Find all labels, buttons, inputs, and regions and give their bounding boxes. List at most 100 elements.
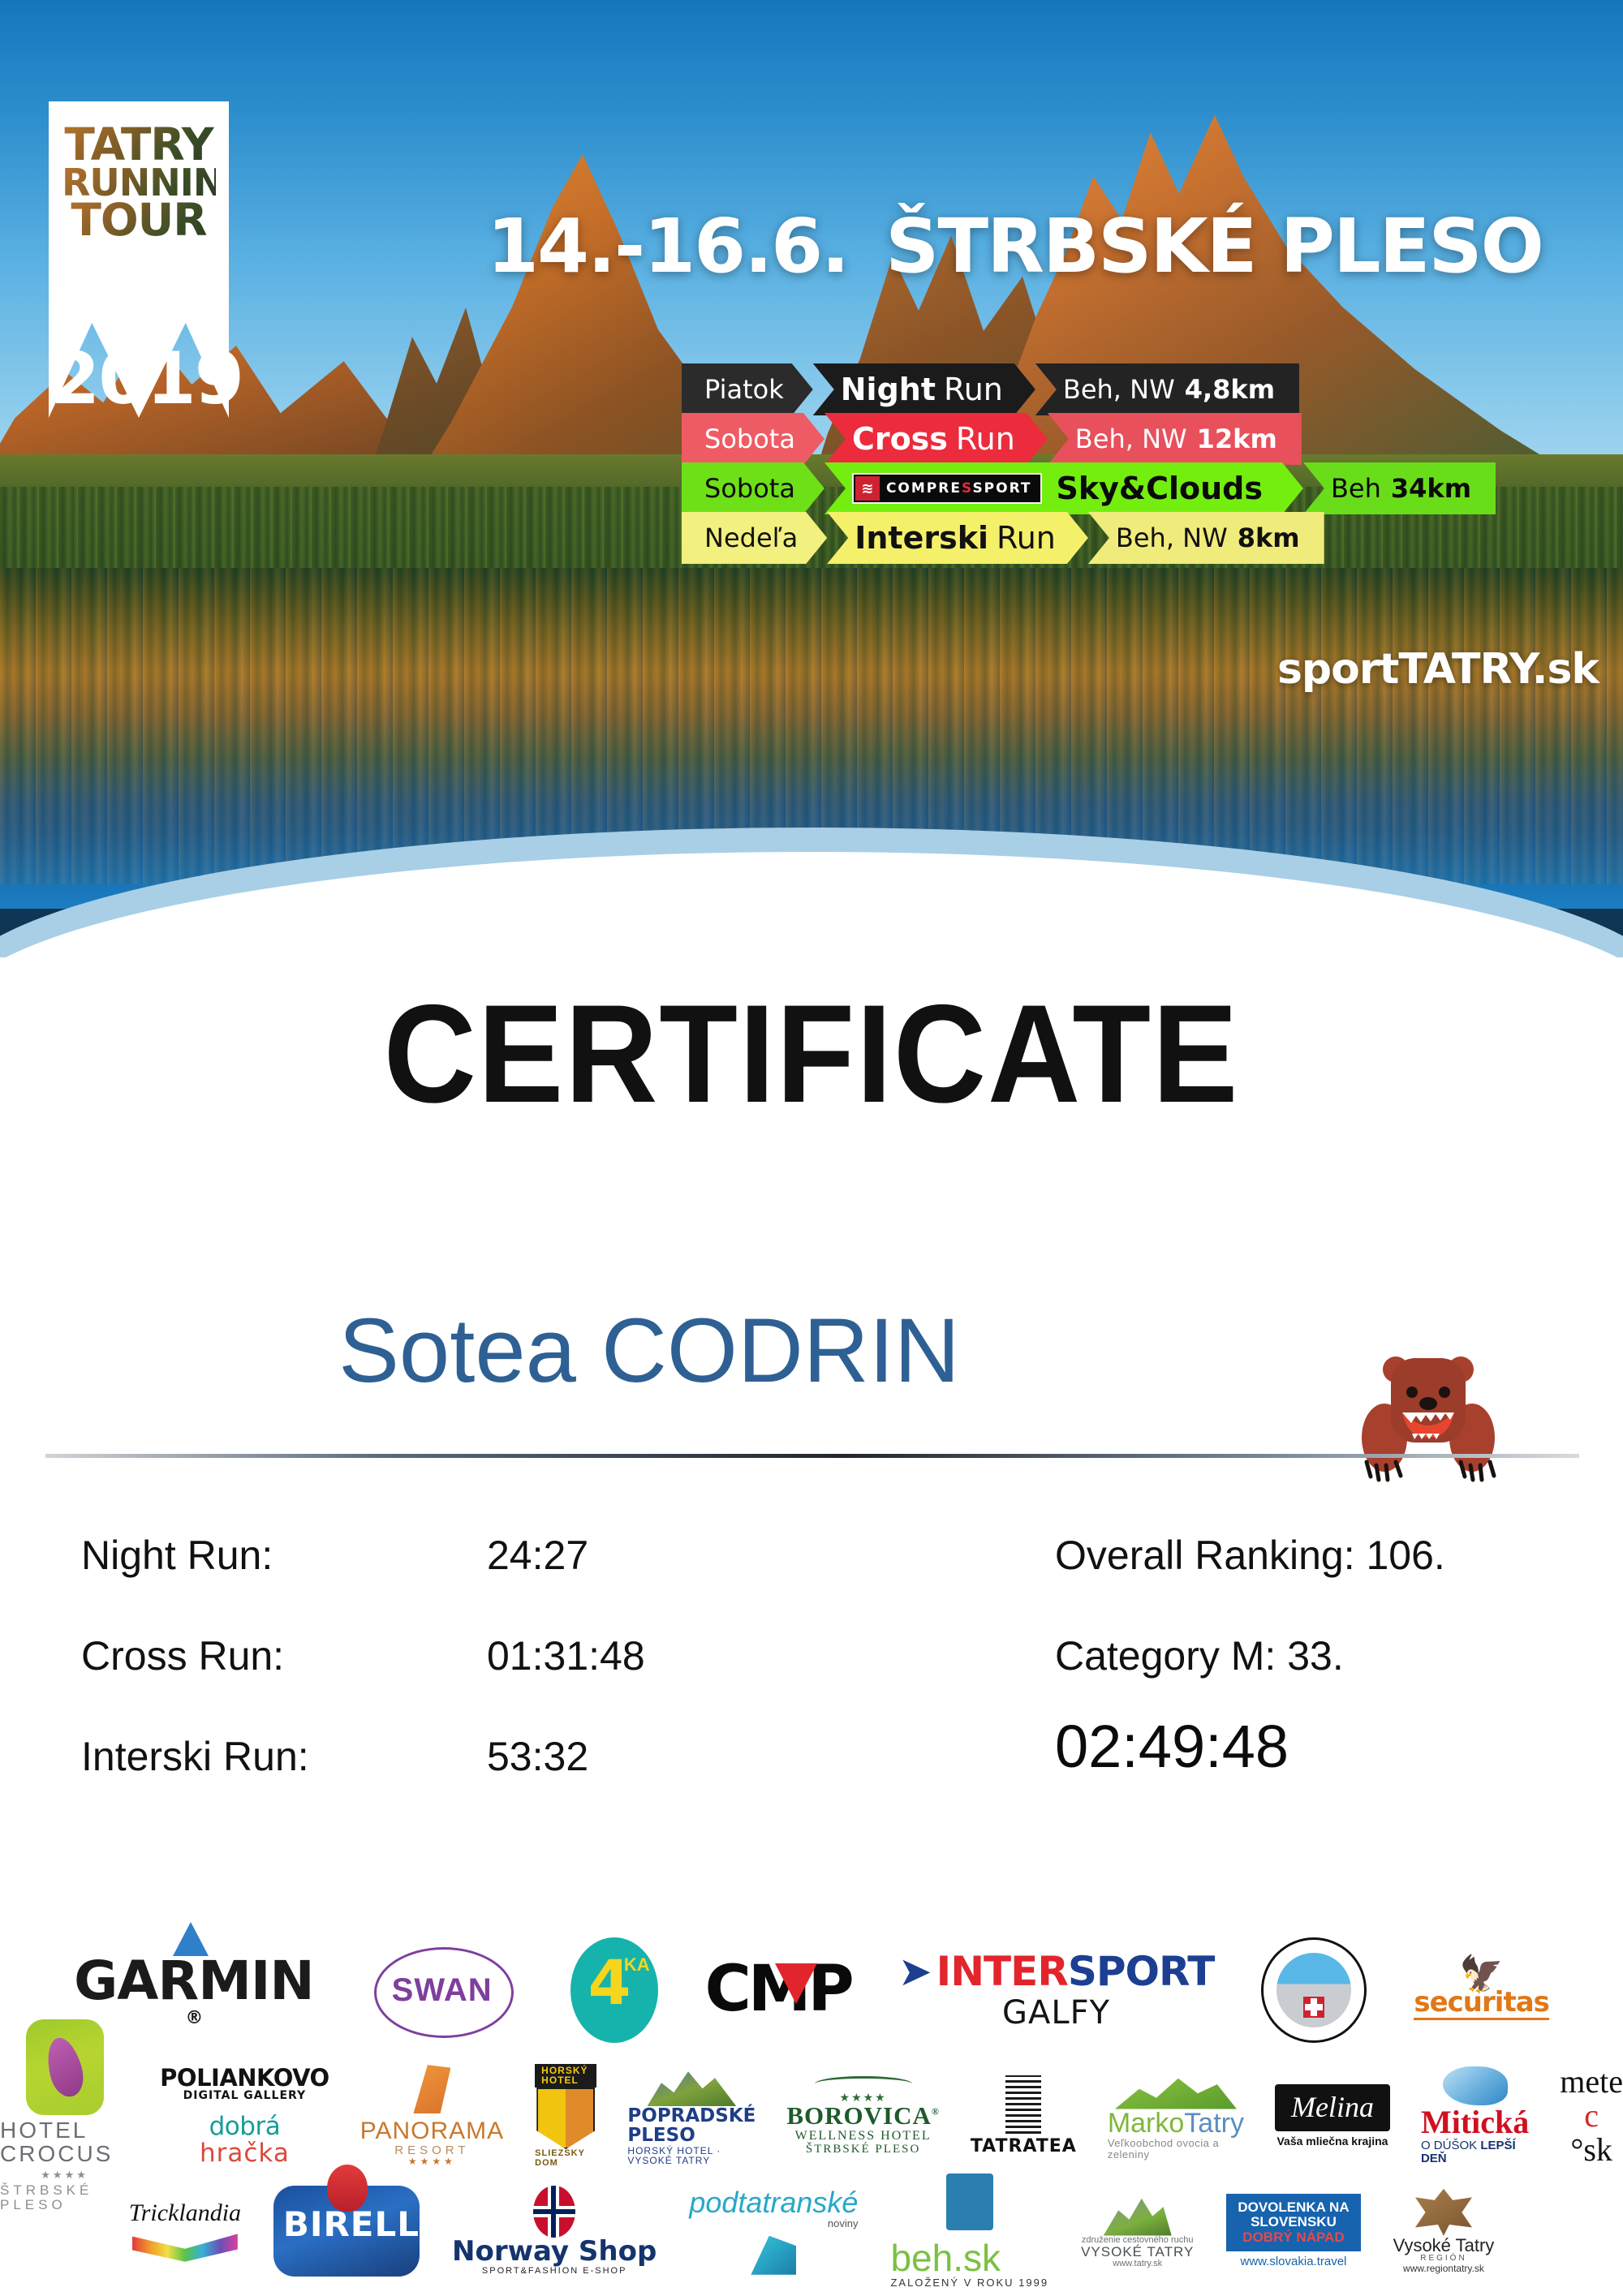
tricklandia-rainbow-icon	[131, 2234, 238, 2262]
popradske-mountain-icon	[647, 2071, 737, 2107]
sponsor-poliankovo: POLIANKOVO DIGITAL GALLERY dobrá hračka	[160, 2063, 329, 2168]
race-name-bold: Night	[840, 372, 936, 407]
race-name: Night Run	[813, 363, 1035, 415]
compressport-logo: ≋ COMPRESSPORT	[852, 473, 1042, 504]
compressport-wordmark: COMPRESSPORT	[885, 480, 1032, 497]
sponsor-row-1: GARMIN ® SWAN 4 KA CMP ➤ INTERSPORT GALFY …	[0, 1921, 1623, 2051]
sponsor-securitas: 🦅 securitas	[1414, 1954, 1550, 2020]
sponsor-horska-sluzba	[1261, 1937, 1367, 2043]
page-title: CERTIFICATE	[383, 976, 1240, 1132]
result-label-night: Night Run:	[81, 1533, 273, 1578]
sponsor-row-2: HOTEL CROCUS ★★★★ ŠTRBSKÉ PLESO POLIANKO…	[0, 2019, 1623, 2212]
sponsor-hotel-crocus: HOTEL CROCUS ★★★★ ŠTRBSKÉ PLESO	[0, 2019, 129, 2212]
race-type: Beh, NW	[1115, 522, 1228, 553]
sponsor-garmin: GARMIN ®	[74, 1921, 315, 2027]
race-type: Beh, NW	[1074, 424, 1187, 454]
logo-year: 2019	[50, 337, 244, 420]
sponsor-sliezsky-dom: HORSKÝ HOTEL SLIEZSKY DOM	[535, 2063, 597, 2168]
result-label-interski: Interski Run:	[81, 1734, 309, 1779]
cmp-chevron-icon	[774, 1963, 817, 2005]
overall-ranking: Overall Ranking: 106.	[1055, 1533, 1445, 1578]
result-time-interski: 53:32	[487, 1734, 589, 1779]
result-label-cross: Cross Run:	[81, 1633, 285, 1679]
athlete-name: Sotea CODRIN	[338, 1300, 960, 1401]
event-date: 14.-16.6.	[487, 203, 850, 290]
sponsor-intersport-galfy: ➤ INTERSPORT GALFY	[898, 1947, 1216, 2032]
event-website[interactable]: sportTATRY.sk	[1276, 645, 1599, 694]
race-distance: Beh 34km	[1302, 462, 1496, 514]
sponsor-birell: BIRELL	[273, 2165, 420, 2277]
sponsor-4ka: 4 KA	[570, 1937, 658, 2043]
sponsor-melina: Melina Vaša mliečna krajina	[1274, 2084, 1390, 2147]
sponsor-borovica: ★★★★ BOROVICA® WELLNESS HOTEL ŠTRBSKÉ PL…	[786, 2075, 939, 2156]
panorama-icon	[413, 2065, 451, 2114]
podtatranske-fan-icon	[751, 2235, 797, 2275]
sliezsky-dom-shield-icon	[536, 2087, 596, 2150]
sponsor-row-3: Tricklandia BIRELL Norway Shop SPORT&FAS…	[0, 2165, 1623, 2288]
logo-line-tour: TOUR	[62, 198, 216, 243]
race-name-rest: Run	[944, 372, 1003, 407]
fourka-suffix: KA	[623, 1954, 650, 1975]
borovica-swoosh-icon	[814, 2075, 912, 2092]
race-name: Cross Run	[824, 413, 1048, 465]
garmin-triangle-icon	[173, 1921, 209, 1956]
red-cross-icon	[1303, 1997, 1325, 2018]
total-time: 02:49:48	[1055, 1713, 1289, 1780]
race-list: Piatok Night Run Beh, NW 4,8km Sobota Cros…	[682, 363, 1623, 564]
dobra-hracka-line2: hračka	[200, 2138, 290, 2168]
sponsor-miticka: Mitická O DÚŠOK LEPŠÍ DEŇ	[1421, 2066, 1529, 2165]
behsk-runner-icon	[945, 2173, 993, 2231]
race-name: Interski Run	[827, 512, 1088, 564]
race-name-rest: Run	[997, 520, 1056, 556]
swan-ellipse-icon	[373, 1947, 514, 2038]
region-tatry-crest-icon	[1414, 2188, 1472, 2236]
race-row-night: Piatok Night Run Beh, NW 4,8km	[682, 363, 1623, 415]
tatratea-column-icon	[1005, 2075, 1042, 2135]
galfy-wordmark: GALFY	[1001, 1994, 1111, 2032]
sponsor-swan: SWAN	[361, 1946, 523, 2038]
sponsor-marko-tatry: MarkoTatry Veľkoobchod ovocia a zeleniny	[1108, 2072, 1244, 2161]
sponsor-tricklandia: Tricklandia	[129, 2200, 241, 2262]
bear-mascot-icon	[1362, 1357, 1496, 1482]
race-name-bold: Interski	[855, 520, 989, 556]
race-distance: Beh, NW 4,8km	[1035, 363, 1300, 415]
sponsor-region-tatry: Vysoké Tatry REGIÓN www.regiontatry.sk	[1393, 2188, 1494, 2273]
race-km: 34km	[1390, 473, 1472, 504]
securitas-wings-icon: 🦅	[1459, 1954, 1505, 1995]
vysoke-tatry-mountain-icon	[1103, 2198, 1172, 2236]
sponsor-podtatranske-noviny: podtatranské noviny	[689, 2187, 858, 2275]
race-name-bold: Sky&Clouds	[1056, 471, 1263, 506]
race-name: ≋ COMPRESSPORT Sky&Clouds	[824, 462, 1303, 514]
category-ranking: Category M: 33.	[1055, 1633, 1344, 1679]
dobra-hracka-line1: dobrá	[209, 2112, 281, 2142]
result-time-cross: 01:31:48	[487, 1633, 645, 1679]
sponsor-slovakia-travel: DOVOLENKA NA SLOVENSKU DOBRÝ NÁPAD www.s…	[1226, 2194, 1361, 2268]
event-location: ŠTRBSKÉ PLESO	[885, 203, 1544, 290]
logo-line-tatry: TATRY	[62, 123, 216, 167]
intersport-chevron-icon: ➤	[898, 1947, 932, 1995]
result-time-night: 24:27	[487, 1533, 589, 1578]
race-type: Beh	[1330, 473, 1381, 504]
race-row-cross: Sobota Cross Run Beh, NW 12km	[682, 413, 1623, 465]
sponsor-norway-shop: Norway Shop SPORT&FASHION E-SHOP	[452, 2186, 657, 2276]
race-name-bold: Cross	[851, 421, 948, 457]
event-headline: 14.-16.6. ŠTRBSKÉ PLESO	[487, 203, 1607, 290]
race-name-rest: Run	[955, 421, 1015, 457]
race-type: Beh, NW	[1062, 374, 1175, 405]
logo-line-running: RUNNING	[62, 160, 254, 204]
norway-flag-icon	[533, 2186, 576, 2238]
marko-mountain-icon	[1114, 2078, 1237, 2109]
race-row-sky-clouds: Sobota ≋ COMPRESSPORT Sky&Clouds Beh 34km	[682, 462, 1623, 514]
sponsor-panorama-resort: PANORAMA RESORT ★★★★	[360, 2065, 504, 2167]
race-km: 4,8km	[1184, 374, 1276, 405]
race-distance: Beh, NW 12km	[1047, 413, 1302, 465]
race-day: Piatok	[682, 363, 813, 415]
sponsor-beh-sk: beh.sk ZALOŽENÝ V ROKU 1999	[890, 2173, 1048, 2289]
race-km: 12km	[1196, 424, 1277, 454]
compressport-mark-icon: ≋	[855, 476, 880, 501]
race-km: 8km	[1237, 522, 1300, 553]
race-day: Sobota	[682, 413, 824, 465]
fourka-numeral: 4	[588, 1946, 631, 2019]
race-day: Nedeľa	[682, 512, 827, 564]
